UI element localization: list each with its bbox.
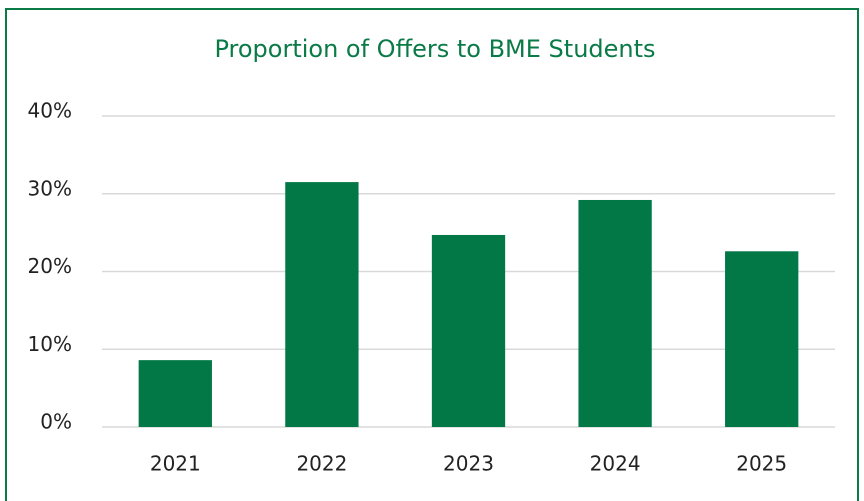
x-tick-label: 2022: [296, 452, 347, 476]
y-tick-label: 20%: [28, 254, 72, 278]
bar: [578, 199, 652, 427]
bar: [285, 182, 359, 427]
y-tick-label: 40%: [28, 99, 72, 123]
bar: [725, 251, 799, 427]
x-tick-label: 2025: [736, 452, 787, 476]
x-tick-label: 2023: [443, 452, 494, 476]
y-tick-label: 10%: [28, 332, 72, 356]
chart-title: Proportion of Offers to BME Students: [214, 35, 655, 63]
y-tick-label: 30%: [28, 176, 72, 200]
y-tick-label: 0%: [40, 410, 72, 434]
x-tick-label: 2021: [150, 452, 201, 476]
bar: [138, 360, 212, 427]
x-tick-label: 2024: [590, 452, 641, 476]
bar: [431, 234, 506, 427]
